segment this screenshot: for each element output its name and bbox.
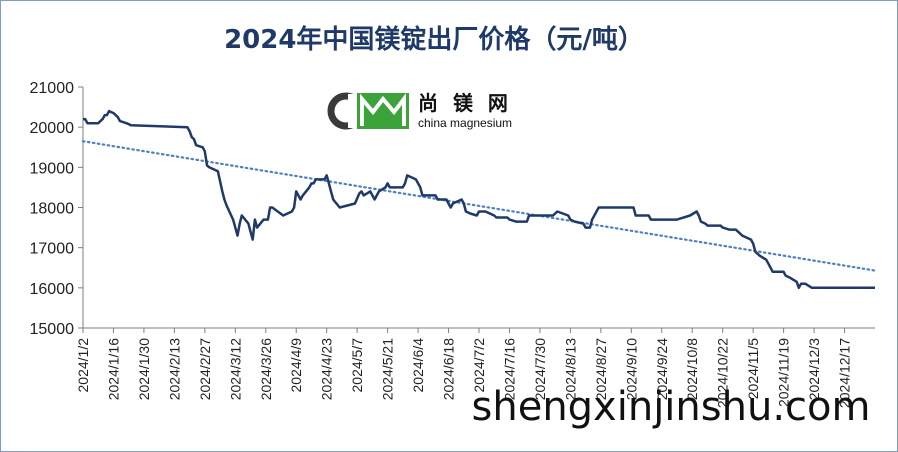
x-tick-label: 2024/1/2: [75, 338, 91, 393]
x-tick-label: 2024/10/8: [684, 338, 700, 400]
y-tick-label: 21000: [30, 80, 75, 97]
x-tick-label: 2024/2/13: [166, 338, 182, 400]
x-tick-label: 2024/1/30: [136, 338, 152, 400]
y-tick-label: 19000: [30, 160, 75, 177]
x-tick-label: 2024/4/23: [319, 338, 335, 400]
axes: [78, 86, 875, 333]
x-tick-label: 2024/7/2: [471, 338, 487, 393]
x-tick-label: 2024/1/16: [105, 338, 121, 400]
x-tick-label: 2024/11/19: [776, 338, 792, 407]
x-tick-label: 2024/10/22: [715, 338, 731, 408]
x-tick-label: 2024/5/21: [380, 338, 396, 400]
x-tick-label: 2024/2/27: [197, 338, 213, 400]
x-tick-labels: 2024/1/2 2024/1/16 2024/1/30 2024/2/13 2024/…: [75, 338, 853, 408]
china-magnesium-logo: 尚 镁 网 china magnesium: [327, 91, 512, 130]
series-line: [83, 109, 875, 290]
trend-line: [81, 140, 877, 272]
x-tick-label: 2024/12/3: [806, 338, 822, 400]
y-tick-label: 20000: [30, 120, 75, 137]
x-tick-label: 2024/7/16: [501, 338, 517, 400]
x-tick-label: 2024/11/5: [745, 338, 761, 399]
y-tick-label: 16000: [30, 281, 75, 298]
x-tick-label: 2024/8/13: [562, 338, 578, 400]
logo-m-shape: [360, 93, 406, 126]
y-tick-labels: 21000 20000 19000 18000 17000 16000 15000: [30, 80, 75, 338]
x-tick-label: 2024/5/7: [349, 338, 365, 393]
logo-text-en: china magnesium: [418, 116, 512, 130]
x-tick-label: 2024/6/18: [441, 338, 457, 400]
watermark-text: shengxinjinshu.com: [472, 384, 871, 430]
y-tick-label: 15000: [30, 321, 75, 338]
x-tick-label: 2024/7/30: [532, 338, 548, 400]
y-tick-label: 18000: [30, 201, 75, 218]
y-tick-label: 17000: [30, 241, 75, 258]
x-tick-label: 2024/6/4: [410, 338, 426, 393]
x-tick-label: 2024/9/10: [623, 338, 639, 400]
chart-title: 2024年中国镁锭出厂价格（元/吨）: [224, 24, 644, 55]
x-tick-label: 2024/4/9: [288, 338, 304, 393]
x-tick-label: 2024/8/27: [593, 338, 609, 400]
logo-text-cn: 尚 镁 网: [418, 91, 512, 115]
x-tick-label: 2024/3/26: [258, 338, 274, 400]
x-tick-label: 2024/9/24: [654, 338, 670, 400]
x-tick-label: 2024/12/17: [837, 338, 853, 408]
x-tick-label: 2024/3/12: [227, 338, 243, 400]
